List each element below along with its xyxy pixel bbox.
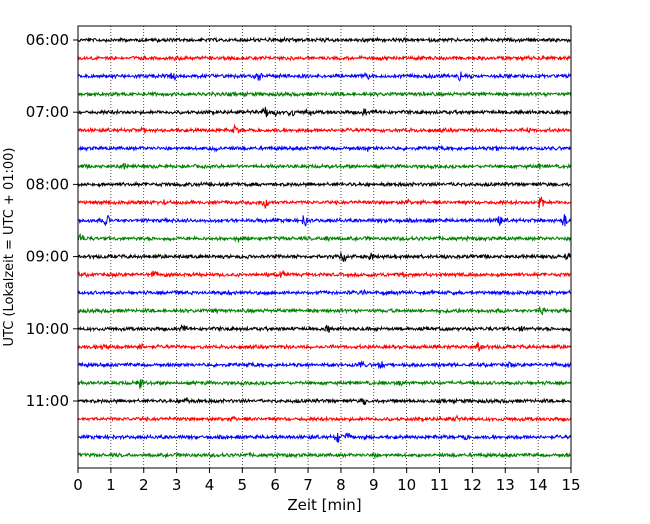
trace-green-row-3	[77, 90, 572, 99]
trace-black-row-20	[77, 397, 572, 406]
trace-blue-row-14	[77, 288, 572, 297]
x-tick-label: 6	[270, 476, 280, 494]
trace-green-row-15	[77, 305, 572, 316]
y-tick-label: 06:00	[26, 31, 69, 49]
trace-black-row-16	[77, 323, 572, 333]
x-tick-label: 13	[496, 476, 515, 494]
x-tick-label: 14	[529, 476, 548, 494]
y-tick-label: 11:00	[26, 392, 69, 410]
trace-green-row-23	[77, 451, 572, 460]
x-tick-label: 7	[303, 476, 313, 494]
trace-black-row-0	[77, 36, 572, 44]
plot-frame	[77, 25, 572, 469]
x-tick-label: 12	[463, 476, 482, 494]
x-tick-label: 11	[430, 476, 449, 494]
x-tick-label: 4	[205, 476, 215, 494]
trace-red-row-13	[77, 269, 572, 279]
trace-black-row-12	[77, 251, 572, 263]
trace-green-row-19	[77, 378, 572, 389]
trace-red-row-21	[77, 414, 572, 423]
y-tick-label: 08:00	[26, 175, 69, 193]
trace-red-row-1	[77, 54, 572, 62]
trace-red-row-17	[77, 340, 572, 352]
y-axis: 06:00 07:00 08:00 09:00 10:00 11:00	[26, 31, 78, 410]
trace-layer	[77, 36, 572, 460]
trace-blue-row-18	[77, 359, 572, 370]
x-tick-label: 9	[369, 476, 379, 494]
y-axis-label: UTC (Lokalzeit = UTC + 01:00)	[2, 148, 17, 347]
x-tick-label: 8	[336, 476, 346, 494]
trace-black-row-8	[77, 180, 572, 189]
trace-blue-row-6	[77, 144, 572, 153]
y-tick-label: 09:00	[26, 248, 69, 266]
x-tick-label: 5	[238, 476, 248, 494]
x-tick-label: 0	[73, 476, 83, 494]
x-tick-label: 10	[397, 476, 416, 494]
x-axis: 0 1 2 3 4 5 6 7 8 9 10 11 12 13 14 15	[73, 468, 581, 494]
y-tick-label: 07:00	[26, 103, 69, 121]
x-axis-label: Zeit [min]	[287, 496, 361, 514]
trace-red-row-5	[77, 123, 572, 135]
x-tick-label: 2	[139, 476, 149, 494]
x-tick-label: 15	[561, 476, 580, 494]
trace-blue-row-22	[77, 432, 572, 444]
trace-blue-row-2	[77, 71, 572, 82]
trace-red-row-9	[77, 196, 572, 209]
trace-black-row-4	[77, 106, 572, 118]
x-tick-label: 1	[106, 476, 116, 494]
trace-green-row-11	[77, 232, 572, 243]
y-tick-label: 10:00	[26, 320, 69, 338]
trace-green-row-7	[77, 162, 572, 171]
x-tick-label: 3	[172, 476, 182, 494]
trace-blue-row-10	[77, 214, 572, 227]
